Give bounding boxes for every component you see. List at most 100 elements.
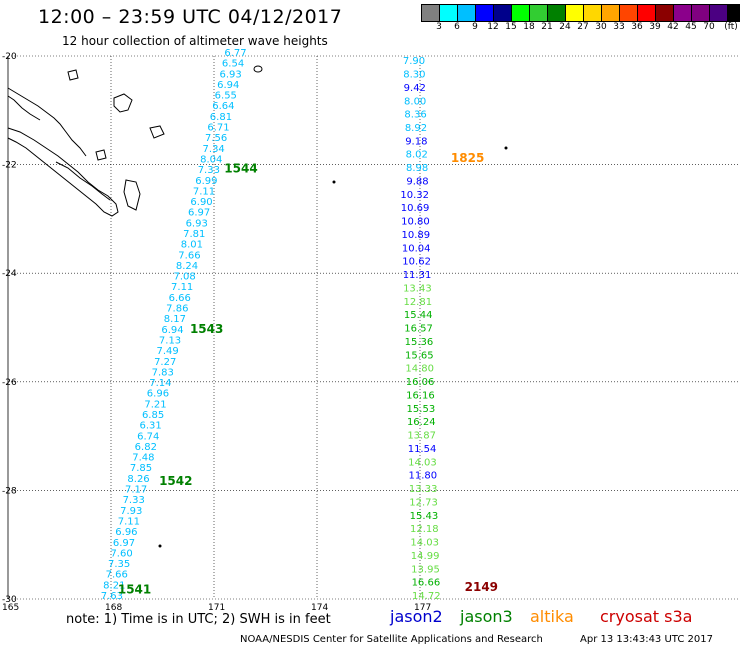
wave-height-value: 14.80: [405, 364, 434, 375]
legend-label: 42: [667, 22, 679, 32]
new-caledonia-coast: [7, 127, 119, 217]
legend-swatch: [458, 5, 476, 21]
legend-label: (ft): [724, 22, 738, 32]
wave-height-value: 8.21: [103, 580, 125, 591]
wave-height-value: 6.74: [137, 431, 159, 442]
wave-height-value: 6.96: [115, 527, 137, 538]
legend-label: 21: [541, 22, 553, 32]
wave-height-value: 15.65: [405, 350, 434, 361]
wave-height-value: 6.77: [224, 48, 246, 59]
legend-label: 15: [505, 22, 517, 32]
legend-swatch: [674, 5, 692, 21]
lon-tick-label: 174: [311, 603, 328, 613]
wave-height-value: 16.16: [406, 390, 435, 401]
pass-label: 1544: [224, 162, 257, 176]
wave-height-value: 16.06: [406, 377, 435, 388]
legend-swatch: [584, 5, 602, 21]
lon-tick-label: 171: [208, 603, 225, 613]
legend-swatch: [512, 5, 530, 21]
wave-height-value: 6.82: [135, 442, 157, 453]
pass-label: 2149: [465, 580, 498, 594]
island-8: [332, 180, 336, 184]
pass-label: 1543: [190, 322, 223, 336]
coast-segment-4: [7, 95, 41, 121]
wave-height-value: 6.97: [188, 208, 210, 219]
wave-height-value: 6.54: [222, 59, 244, 70]
wave-height-value: 14.72: [412, 591, 441, 602]
legend-swatch: [710, 5, 728, 21]
wave-height-value: 7.48: [132, 453, 154, 464]
legend-swatch: [548, 5, 566, 21]
wave-height-value: 7.13: [159, 335, 181, 346]
pass-label: 1825: [451, 151, 484, 165]
wave-height-value: 7.14: [149, 378, 171, 389]
island-9: [158, 544, 162, 548]
wave-height-value: 14.03: [408, 457, 437, 468]
pass-labels: 1544 1543 1542 1541 1825 2149: [118, 151, 498, 597]
wave-height-value: 8.24: [176, 261, 198, 272]
wave-height-value: 7.33: [198, 165, 220, 176]
wave-height-value: 16.66: [412, 578, 441, 589]
wave-height-value: 8.98: [406, 163, 428, 174]
wave-height-value: 6.93: [186, 218, 208, 229]
wave-height-value: 6.90: [190, 197, 212, 208]
wave-height-value: 8.92: [405, 123, 427, 134]
wave-height-value: 11.80: [408, 471, 437, 482]
wave-height-value: 16.24: [407, 417, 436, 428]
wave-height-value: 7.34: [203, 144, 225, 155]
wave-height-value: 15.44: [404, 310, 433, 321]
pass-label: 1541: [118, 583, 151, 597]
legend-swatch: [494, 5, 512, 21]
coastline: [7, 65, 508, 548]
map-grid: [7, 55, 740, 600]
wave-height-value: 8.26: [127, 474, 149, 485]
wave-height-value: 10.69: [401, 203, 430, 214]
wave-height-value: 7.90: [403, 56, 425, 67]
wave-height-value: 7.27: [154, 357, 176, 368]
wave-height-value: 6.71: [207, 123, 229, 134]
wave-height-value: 7.63: [101, 591, 123, 602]
wave-height-value: 7.33: [123, 495, 145, 506]
wave-height-value: 10.04: [402, 243, 431, 254]
wave-height-value: 7.66: [178, 250, 200, 261]
island-2: [123, 179, 141, 211]
legend-swatch: [476, 5, 494, 21]
legend-label: 70: [703, 22, 715, 32]
legend-label: 27: [577, 22, 589, 32]
wave-height-value: 12.73: [409, 497, 438, 508]
wave-height-value: 10.32: [400, 190, 429, 201]
wave-height-value: 9.88: [406, 176, 428, 187]
legend-swatch: [440, 5, 458, 21]
island-5: [67, 69, 79, 81]
wave-height-value: 10.80: [401, 217, 430, 228]
timestamp: Apr 13 13:43:43 UTC 2017: [580, 634, 713, 645]
legend-label: 30: [595, 22, 607, 32]
lat-tick-label: -28: [2, 486, 17, 496]
wave-height-value: 15.36: [405, 337, 434, 348]
wave-height-value: 6.97: [113, 538, 135, 549]
island-7: [504, 146, 508, 150]
wave-height-value: 7.11: [171, 282, 193, 293]
satellite-jason3: jason3: [460, 607, 513, 626]
wave-height-value: 8.36: [404, 110, 426, 121]
legend-label: 24: [559, 22, 571, 32]
legend-swatch: [530, 5, 548, 21]
legend-label: 45: [685, 22, 697, 32]
wave-height-value: 13.87: [407, 431, 436, 442]
wave-height-value: 14.99: [411, 551, 440, 562]
wave-height-value: 7.81: [183, 229, 205, 240]
legend-labels: 3 6 9 12 15 18 21 24 27 30 33 36 39 42 45 70 (ft): [421, 22, 740, 34]
wave-height-value: 7.56: [205, 133, 227, 144]
credit-line: NOAA/NESDIS Center for Satellite Applica…: [240, 634, 543, 645]
legend-swatch: [638, 5, 656, 21]
legend-label: 36: [631, 22, 643, 32]
wave-height-value: 9.18: [405, 136, 427, 147]
legend-swatch: [602, 5, 620, 21]
wave-height-value: 7.93: [120, 506, 142, 517]
legend-label: 18: [523, 22, 535, 32]
wave-height-value: 7.17: [125, 485, 147, 496]
wave-height-value: 8.04: [200, 154, 222, 165]
wave-height-value: 16.57: [404, 324, 433, 335]
wave-height-value: 6.81: [210, 112, 232, 123]
lon-tick-label: 168: [105, 603, 122, 613]
